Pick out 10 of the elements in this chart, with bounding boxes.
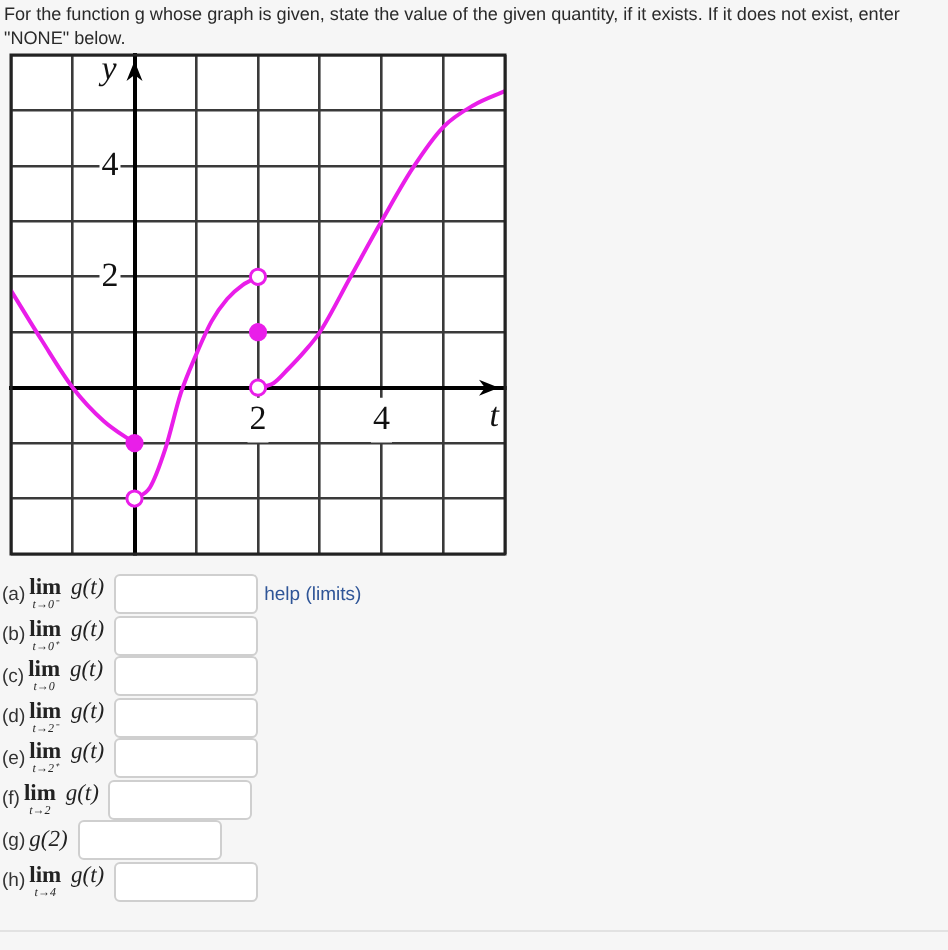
text: help (limits) bbox=[264, 583, 362, 605]
chart-title: For the function g whose graph is given, state the value of the given quantity, if it exists. If it does not exist, enter "NONE" below. bbox=[4, 2, 902, 50]
y-axis-title: y bbox=[97, 48, 118, 87]
point bbox=[248, 267, 268, 286]
point bbox=[248, 378, 268, 397]
x-axis-title: t bbox=[489, 395, 502, 434]
text: (g) g(2) bbox=[2, 828, 68, 852]
point bbox=[125, 434, 144, 453]
point bbox=[125, 489, 144, 508]
point bbox=[248, 323, 268, 342]
